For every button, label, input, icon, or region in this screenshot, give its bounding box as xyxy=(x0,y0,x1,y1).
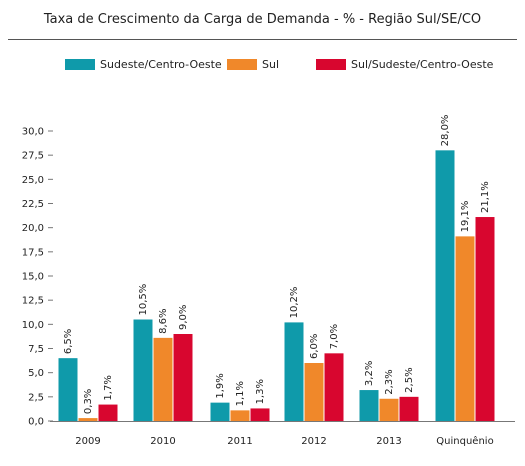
bar-2011-series-1 xyxy=(230,410,250,421)
data-label: 7,0% xyxy=(329,324,340,349)
legend-item-sul: Sul xyxy=(227,58,279,71)
x-tick-label: 2011 xyxy=(227,436,252,447)
chart-title: Taxa de Crescimento da Carga de Demanda … xyxy=(43,12,482,27)
bar-2010-series-2 xyxy=(173,334,193,421)
bar-2011-series-0 xyxy=(210,402,230,421)
bar-2012-series-0 xyxy=(284,322,304,421)
y-tick-label: 17,5 xyxy=(22,247,44,258)
data-label: 1,9% xyxy=(215,373,226,398)
bar-quinquênio-series-1 xyxy=(455,236,475,421)
bar-2012-series-1 xyxy=(304,363,324,421)
bar-2009-series-0 xyxy=(58,358,78,421)
x-tick-label: 2013 xyxy=(376,436,401,447)
y-tick-label: 0,0 xyxy=(28,417,44,428)
legend-label-sudeste: Sudeste/Centro-Oeste xyxy=(100,58,222,71)
data-label: 21,1% xyxy=(480,181,491,213)
title-divider xyxy=(8,39,517,40)
bar-quinquênio-series-2 xyxy=(475,217,495,421)
bar-2013-series-0 xyxy=(359,390,379,421)
data-label: 10,2% xyxy=(289,287,300,319)
data-label: 2,5% xyxy=(404,367,415,392)
bar-2011-series-2 xyxy=(250,408,270,421)
legend-item-sul-sudeste: Sul/Sudeste/Centro-Oeste xyxy=(316,58,493,71)
bar-quinquênio-series-0 xyxy=(435,150,455,422)
bar-2010-series-0 xyxy=(133,319,153,421)
legend-swatch-sudeste xyxy=(65,59,95,70)
data-label: 0,3% xyxy=(83,389,94,414)
legend: Sudeste/Centro-Oeste Sul Sul/Sudeste/Cen… xyxy=(0,58,525,78)
bar-2009-series-2 xyxy=(98,404,118,421)
x-tick-label: 2009 xyxy=(75,436,100,447)
data-label: 9,0% xyxy=(178,305,189,330)
data-label: 19,1% xyxy=(460,201,471,233)
bar-2012-series-2 xyxy=(324,353,344,421)
legend-swatch-sul xyxy=(227,59,257,70)
legend-swatch-sul-sudeste xyxy=(316,59,346,70)
y-tick-label: 15,0 xyxy=(22,272,44,283)
data-label: 1,3% xyxy=(255,379,266,404)
y-tick-label: 30,0 xyxy=(22,127,44,138)
x-tick-label: 2010 xyxy=(150,436,175,447)
bar-2010-series-1 xyxy=(153,337,173,421)
y-tick-label: 5,0 xyxy=(28,368,44,379)
data-label: 28,0% xyxy=(440,115,451,147)
y-tick-label: 27,5 xyxy=(22,151,44,162)
data-label: 3,2% xyxy=(364,361,375,386)
bar-2013-series-2 xyxy=(399,396,419,421)
legend-label-sul: Sul xyxy=(262,58,280,71)
y-tick-label: 25,0 xyxy=(22,175,44,186)
y-tick-label: 20,0 xyxy=(22,223,44,234)
data-label: 8,6% xyxy=(158,308,169,333)
data-label: 1,1% xyxy=(235,381,246,406)
data-label: 6,0% xyxy=(309,334,320,359)
legend-label-sul-sudeste: Sul/Sudeste/Centro-Oeste xyxy=(351,58,494,71)
data-label: 2,3% xyxy=(384,369,395,394)
data-label: 1,7% xyxy=(103,375,114,400)
y-tick-label: 10,0 xyxy=(22,320,44,331)
bar-2013-series-1 xyxy=(379,398,399,421)
data-label: 10,5% xyxy=(138,284,149,316)
y-tick-label: 12,5 xyxy=(22,296,44,307)
x-tick-label: 2012 xyxy=(301,436,326,447)
data-label: 6,5% xyxy=(63,329,74,354)
legend-item-sudeste: Sudeste/Centro-Oeste xyxy=(65,58,222,71)
y-tick-label: 7,5 xyxy=(28,344,44,355)
y-tick-label: 2,5 xyxy=(28,392,44,403)
y-tick-label: 22,5 xyxy=(22,199,44,210)
bar-2009-series-1 xyxy=(78,418,98,421)
x-tick-label: Quinquênio xyxy=(436,435,493,447)
